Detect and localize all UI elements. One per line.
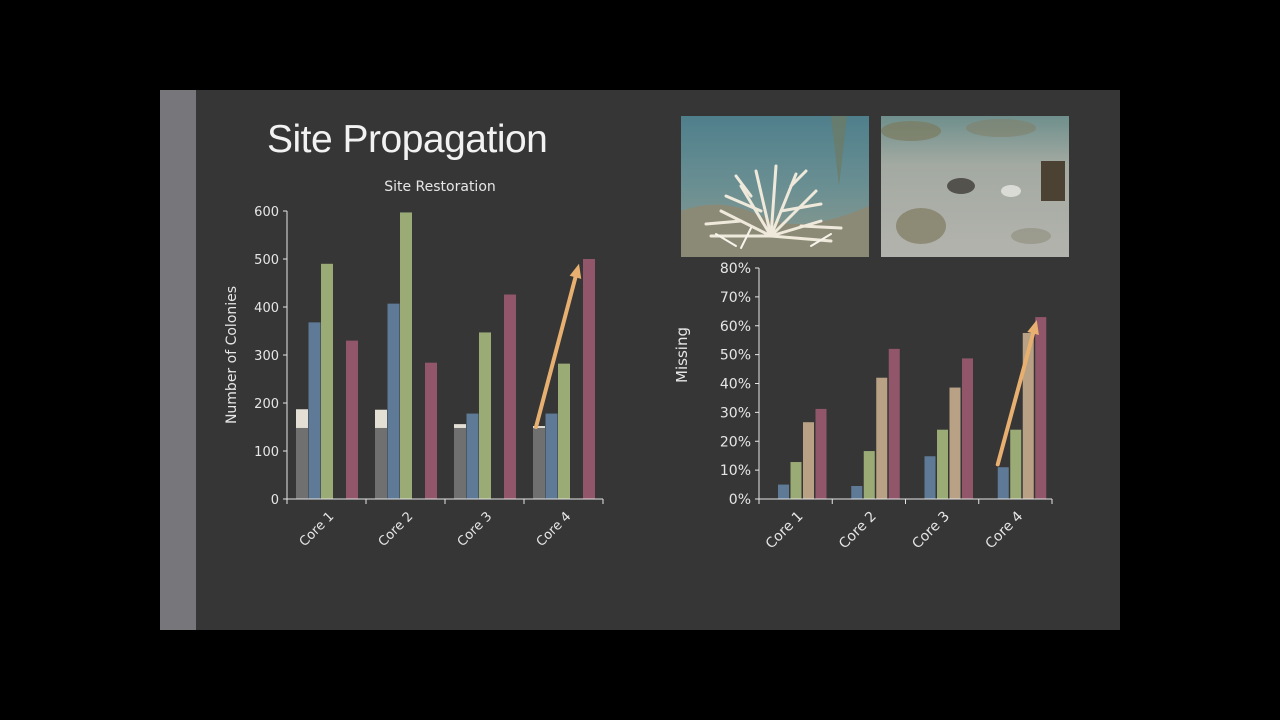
bar	[545, 413, 558, 499]
bar	[375, 427, 387, 499]
y-axis-label: Number of Colonies	[224, 286, 240, 424]
bar	[479, 332, 491, 499]
y-tick-label: 50%	[720, 348, 751, 364]
bar	[308, 322, 321, 499]
bar	[876, 377, 888, 499]
y-tick-label: 0%	[729, 492, 751, 508]
bar	[558, 363, 570, 499]
bar	[454, 427, 466, 499]
x-tick-label: Core 3	[909, 509, 953, 553]
y-tick-label: 10%	[720, 463, 751, 479]
bar	[962, 358, 973, 499]
bar	[400, 212, 412, 499]
trend-arrow-head	[569, 263, 582, 279]
y-tick-label: 60%	[720, 319, 751, 335]
bar	[321, 263, 333, 499]
x-tick-label: Core 1	[763, 509, 807, 553]
y-tick-label: 200	[254, 397, 279, 412]
y-tick-label: 70%	[720, 290, 751, 306]
trend-arrow-head	[1027, 319, 1039, 336]
bar	[778, 484, 789, 499]
bar	[1035, 317, 1047, 499]
bar	[346, 340, 358, 499]
bar	[387, 303, 400, 499]
trend-arrow-shaft	[534, 275, 578, 429]
y-tick-label: 20%	[720, 434, 751, 450]
bar	[949, 387, 961, 499]
bar	[863, 451, 875, 499]
bar	[997, 467, 1009, 499]
bar	[815, 408, 827, 499]
bar	[425, 362, 437, 499]
y-tick-label: 300	[254, 349, 279, 364]
coral-colony-photo	[681, 116, 869, 257]
y-tick-label: 400	[254, 301, 279, 316]
x-tick-label: Core 4	[983, 508, 1027, 552]
slide: Site Propagation	[160, 90, 1120, 630]
chart-title: Site Restoration	[384, 179, 496, 195]
site-restoration-chart: Site Restoration Number of Colonies 0 100…	[224, 179, 604, 550]
y-tick-label: 500	[254, 253, 279, 268]
slide-title: Site Propagation	[267, 118, 548, 161]
y-tick-label: 80%	[720, 261, 751, 277]
trend-arrow-shaft	[995, 331, 1036, 467]
y-tick-label: 600	[254, 205, 279, 220]
y-tick-label: 40%	[720, 377, 751, 393]
y-tick-label: 30%	[720, 405, 751, 421]
bare-reef-photo	[881, 116, 1069, 257]
y-axis-label: Missing	[673, 327, 691, 383]
missing-chart: Missing 0% 10% 20% 30% 40% 50% 60% 70% 80% Core 1…	[673, 261, 1053, 553]
bar	[466, 413, 479, 499]
slide-accent-bar	[160, 90, 196, 630]
bar	[504, 294, 516, 499]
bar	[583, 259, 595, 499]
bar	[1022, 332, 1034, 499]
x-tick-label: Core 2	[836, 509, 880, 553]
bar	[1010, 429, 1022, 499]
bar	[924, 456, 936, 499]
y-tick-label: 0	[271, 493, 279, 508]
bar	[937, 429, 948, 499]
bar	[803, 422, 814, 499]
bar	[851, 486, 863, 499]
bar	[888, 348, 900, 499]
y-tick-label: 100	[254, 445, 279, 460]
bar	[533, 427, 545, 499]
bar	[296, 427, 308, 499]
bar	[790, 462, 802, 499]
